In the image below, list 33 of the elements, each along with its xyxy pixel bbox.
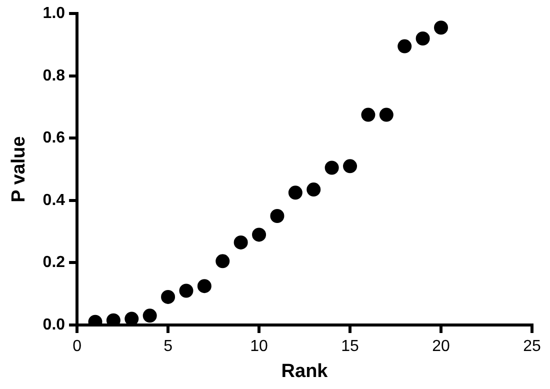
point: [270, 209, 284, 224]
point: [306, 182, 321, 197]
x-axis-title: Rank: [281, 360, 328, 382]
x-tick-label: 0: [72, 338, 82, 356]
point: [124, 312, 139, 325]
y-tick-label: 0.0: [42, 316, 66, 334]
x-tick-label: 15: [341, 338, 360, 356]
point: [106, 313, 120, 325]
point: [416, 32, 430, 46]
point: [324, 160, 339, 175]
point: [179, 284, 194, 298]
point: [343, 159, 358, 174]
x-tick-label: 25: [523, 338, 541, 356]
y-tick-label: 1.0: [42, 5, 66, 22]
point: [434, 20, 448, 35]
point: [161, 290, 176, 304]
point: [216, 254, 230, 268]
point: [379, 108, 394, 122]
x-tick-label: 10: [250, 338, 268, 356]
x-tick-label: 5: [164, 338, 173, 356]
y-tick-label: 0.8: [42, 67, 66, 84]
y-axis-title: P value: [8, 136, 30, 202]
point: [252, 228, 266, 242]
point: [361, 108, 376, 122]
y-tick-label: 0.2: [42, 254, 66, 272]
point: [142, 308, 157, 323]
point: [288, 186, 302, 200]
y-tick-label: 0.4: [42, 192, 66, 209]
point: [398, 39, 412, 54]
point: [234, 235, 248, 250]
x-tick-label: 20: [432, 338, 450, 356]
y-tick-label: 0.6: [42, 130, 66, 147]
point: [197, 279, 212, 294]
